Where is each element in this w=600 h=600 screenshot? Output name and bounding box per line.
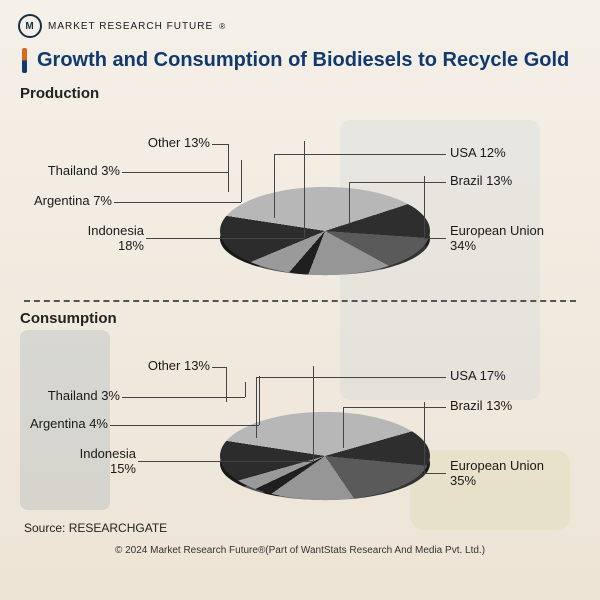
copyright-text: © 2024 Market Research Future®(Part of W… <box>0 539 600 564</box>
leader-line <box>424 238 446 239</box>
leader-line <box>122 172 228 173</box>
leader-line <box>110 425 259 426</box>
slice-label: USA 17% <box>450 369 506 384</box>
leader-line <box>424 402 425 473</box>
logo-mark-icon: M <box>18 14 42 38</box>
slice-label: Thailand 3% <box>0 164 120 179</box>
title-accent-bar <box>22 48 27 73</box>
leader-line <box>274 154 446 155</box>
brand-logo: M MARKET RESEARCH FUTURE ® <box>0 0 600 44</box>
pie-3d <box>220 187 430 275</box>
leader-line <box>212 367 226 368</box>
leader-line <box>259 376 260 425</box>
slice-label: European Union34% <box>450 224 544 254</box>
leader-line <box>138 461 313 462</box>
leader-line <box>349 182 350 223</box>
production-label: Production <box>20 85 580 102</box>
slice-label: European Union35% <box>450 459 544 489</box>
leader-line <box>343 407 344 448</box>
consumption-pie: European Union35% Brazil 13% USA 17% Other … <box>20 329 580 519</box>
page-title: Growth and Consumption of Biodiesels to … <box>37 48 569 73</box>
slice-label: Thailand 3% <box>0 389 120 404</box>
leader-line <box>424 176 425 238</box>
leader-line <box>313 366 314 461</box>
title-row: Growth and Consumption of Biodiesels to … <box>0 44 600 81</box>
slice-label: Brazil 13% <box>450 399 512 414</box>
section-divider <box>24 300 576 302</box>
leader-line <box>274 154 275 218</box>
brand-text: MARKET RESEARCH FUTURE <box>48 21 213 32</box>
leader-line <box>349 182 446 183</box>
slice-label: Argentina 7% <box>0 194 112 209</box>
leader-line <box>114 202 241 203</box>
leader-line <box>228 144 229 192</box>
leader-line <box>212 144 228 145</box>
leader-line <box>256 377 257 438</box>
source-label: Source: RESEARCHGATE <box>0 521 600 539</box>
slice-label: Other 13% <box>90 136 210 151</box>
leader-line <box>146 238 304 239</box>
slice-label: Indonesia18% <box>24 224 144 254</box>
leader-line <box>122 397 245 398</box>
infographic-root: M MARKET RESEARCH FUTURE ® Growth and Co… <box>0 0 600 600</box>
leader-line <box>256 377 446 378</box>
leader-line <box>424 473 446 474</box>
leader-line <box>343 407 446 408</box>
slice-label: USA 12% <box>450 146 506 161</box>
slice-label: Other 13% <box>90 359 210 374</box>
leader-line <box>304 141 305 238</box>
consumption-label: Consumption <box>20 310 580 327</box>
leader-line <box>245 382 246 397</box>
slice-label: Indonesia15% <box>16 447 136 477</box>
consumption-block: Consumption European Union35% Brazil 13% U… <box>0 306 600 521</box>
slice-label: Brazil 13% <box>450 174 512 189</box>
production-block: Production European Union34% Brazil 13% US… <box>0 81 600 296</box>
brand-reg: ® <box>219 21 226 31</box>
leader-line <box>241 160 242 202</box>
production-pie: European Union34% Brazil 13% USA 12% Other … <box>20 104 580 294</box>
slice-label: Argentina 4% <box>0 417 108 432</box>
